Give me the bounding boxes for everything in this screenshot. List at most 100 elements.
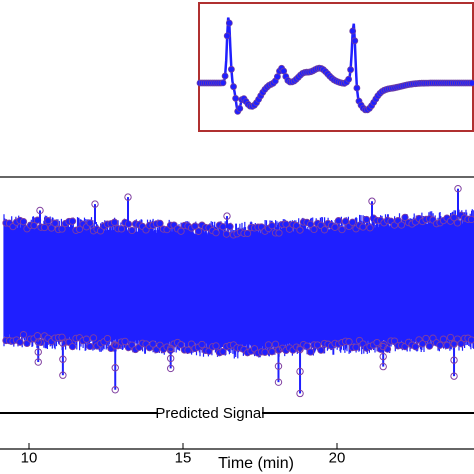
outlier-marker <box>111 386 119 394</box>
inset-marker <box>232 95 240 102</box>
inset-marker <box>225 19 233 27</box>
main-signal-marker <box>194 227 203 235</box>
main-signal-marker <box>264 341 273 349</box>
main-signal-marker <box>306 220 315 228</box>
main-signal-marker <box>68 217 77 225</box>
inset-marker <box>468 79 474 87</box>
main-signal-marker <box>261 348 269 356</box>
main-signal-marker <box>282 220 290 228</box>
outlier-marker <box>296 367 304 376</box>
main-signal-marker <box>86 219 94 227</box>
main-signal-marker <box>303 342 311 350</box>
main-signal-series <box>2 184 474 398</box>
upper-spike-marker <box>454 184 462 193</box>
outlier-marker <box>296 345 304 354</box>
main-signal-marker <box>268 222 276 230</box>
outlier-marker <box>450 356 458 364</box>
inset-frame <box>198 2 474 132</box>
main-signal-marker <box>411 343 420 351</box>
main-signal-marker <box>341 217 350 226</box>
main-signal-band <box>3 209 474 359</box>
outlier-marker <box>34 358 42 366</box>
main-signal-marker <box>82 335 91 343</box>
main-signal-marker <box>313 341 322 349</box>
inset-marker <box>353 84 361 92</box>
main-signal-marker <box>401 213 409 222</box>
main-signal-marker <box>268 348 276 356</box>
inset-marker <box>223 32 231 40</box>
main-signal-marker <box>128 226 136 235</box>
main-signal-marker <box>331 223 339 231</box>
main-signal-marker <box>110 218 119 226</box>
main-signal-marker <box>219 223 227 231</box>
outlier-marker <box>296 389 304 398</box>
outlier-marker <box>59 339 67 347</box>
main-signal-marker <box>30 221 38 230</box>
main-signal-marker <box>177 227 185 235</box>
upper-spike-marker <box>368 197 376 205</box>
inset-marker <box>273 73 281 81</box>
main-signal-marker <box>103 334 112 343</box>
inset-marker <box>230 83 237 91</box>
main-signal-marker <box>271 340 280 348</box>
main-signal-marker <box>212 342 220 350</box>
main-signal-marker <box>149 340 157 348</box>
main-signal-marker <box>334 217 343 225</box>
main-signal-marker <box>58 225 66 233</box>
outlier-marker <box>379 362 387 371</box>
main-signal-marker <box>317 346 325 354</box>
main-signal-marker <box>457 340 465 348</box>
main-signal-marker <box>184 346 192 354</box>
main-signal-marker <box>117 225 126 233</box>
outlier-marker <box>379 342 387 351</box>
main-signal-marker <box>75 225 84 233</box>
main-signal-marker <box>310 225 318 234</box>
main-signal-marker <box>243 229 252 238</box>
inset-marker <box>227 65 235 73</box>
main-signal-marker <box>352 343 360 351</box>
main-signal-marker <box>19 331 28 339</box>
main-signal-marker <box>397 221 406 229</box>
inset-marker <box>236 105 244 112</box>
upper-spike-marker <box>124 193 132 201</box>
main-signal-marker <box>362 215 371 224</box>
main-signal-marker <box>44 217 52 225</box>
x-axis-title: Time (min) <box>218 455 294 472</box>
main-signal-marker <box>47 224 56 232</box>
outlier-marker <box>379 352 387 361</box>
outlier-marker <box>166 354 175 363</box>
main-signal-marker <box>373 338 381 347</box>
main-signal-marker <box>191 222 199 230</box>
main-signal-marker <box>156 219 164 228</box>
outlier-marker <box>274 346 283 354</box>
inset-marker <box>347 66 355 74</box>
main-signal-marker <box>121 337 129 346</box>
outlier-marker <box>59 355 67 363</box>
main-signal-marker <box>275 229 283 237</box>
main-signal-marker <box>418 340 427 348</box>
main-signal-marker <box>89 334 98 342</box>
outlier-marker <box>111 364 119 372</box>
outlier-marker <box>450 340 458 348</box>
inset-marker <box>221 72 229 80</box>
main-plot-frame <box>0 176 474 450</box>
main-signal-marker <box>296 226 304 234</box>
main-signal-marker <box>366 224 374 232</box>
x-tick-label-10: 10 <box>21 449 38 466</box>
main-signal-marker <box>86 342 94 351</box>
outlier-marker <box>450 372 458 380</box>
x-tick-label-20: 20 <box>329 449 346 466</box>
outlier-marker <box>274 378 283 386</box>
inset-signal-series <box>196 17 474 115</box>
inset-marker <box>349 27 357 35</box>
outlier-marker <box>111 342 119 350</box>
main-signal-marker <box>446 333 455 342</box>
main-signal-marker <box>443 341 451 350</box>
outlier-marker <box>34 338 42 346</box>
upper-spike-marker <box>91 200 99 208</box>
main-signal-marker <box>212 229 220 237</box>
outlier-marker <box>59 371 67 379</box>
main-signal-marker <box>338 225 346 234</box>
main-signal-marker <box>348 218 357 226</box>
